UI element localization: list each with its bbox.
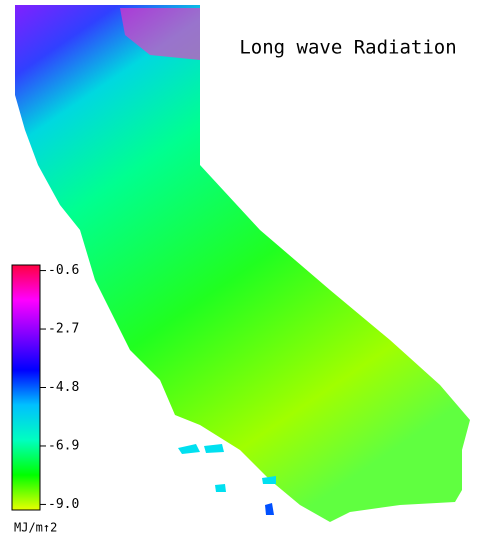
- colorbar-tick-label: -6.9: [48, 438, 79, 453]
- colorbar-tick-label: -9.0: [48, 497, 79, 512]
- island: [265, 503, 274, 515]
- map-title: Long wave Radiation: [239, 37, 456, 59]
- island: [262, 476, 276, 484]
- colorbar-ticks: -0.6 -2.7 -4.8 -6.9 -9.0: [40, 263, 79, 512]
- colorbar-tick-label: -0.6: [48, 263, 79, 278]
- colorbar: [11, 264, 41, 511]
- island: [204, 444, 224, 453]
- colorbar-tick-label: -2.7: [48, 322, 79, 337]
- california-land: [15, 5, 470, 522]
- northern-high-region: [120, 8, 200, 60]
- island: [215, 484, 226, 492]
- colorbar-unit: MJ/m↑2: [14, 521, 57, 535]
- colorbar-tick-label: -4.8: [48, 380, 79, 395]
- island: [178, 444, 200, 454]
